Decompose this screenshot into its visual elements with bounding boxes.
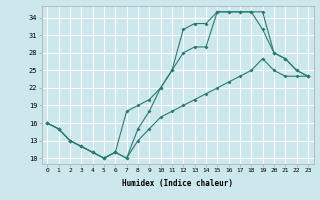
X-axis label: Humidex (Indice chaleur): Humidex (Indice chaleur) <box>122 179 233 188</box>
